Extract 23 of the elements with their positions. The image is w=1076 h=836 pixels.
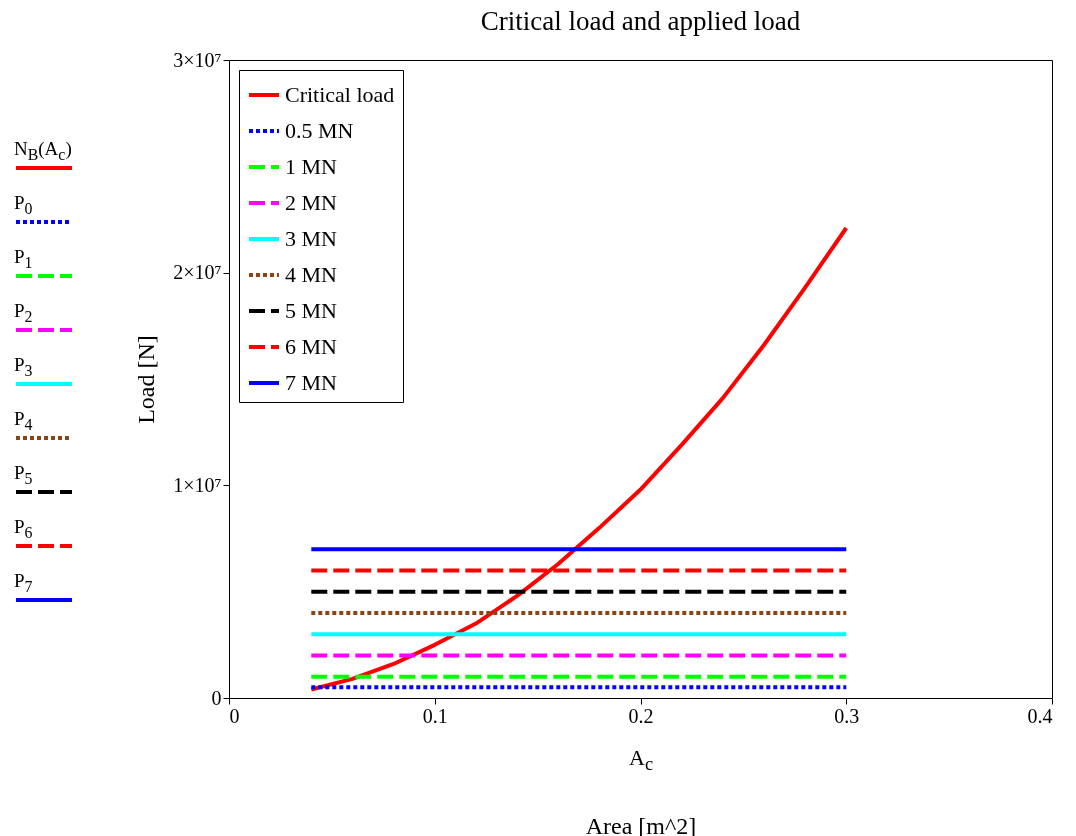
- legend-label: 4 MN: [285, 262, 338, 287]
- legend-label: 6 MN: [285, 334, 338, 359]
- legend-label: 5 MN: [285, 298, 338, 323]
- y-tick-label: 3×10⁷: [173, 48, 222, 71]
- y-axis-title: Load [N]: [133, 335, 160, 424]
- legend-label: 1 MN: [285, 154, 338, 179]
- legend-label: Critical load: [285, 82, 395, 107]
- legend-label: 2 MN: [285, 190, 338, 215]
- legend-label: 7 MN: [285, 370, 338, 395]
- chart-title: Critical load and applied load: [480, 6, 801, 36]
- x-tick-label: 0.1: [422, 704, 448, 727]
- text: A$_{c}$: [629, 745, 654, 776]
- y-tick-label: 2×10⁷: [173, 261, 222, 284]
- x-tick-label: 0.2: [628, 704, 654, 727]
- legend-label: 3 MN: [285, 226, 338, 251]
- x-axis-title: Area [m^2]: [585, 812, 697, 836]
- x-tick-label: 0.3: [834, 704, 860, 727]
- y-tick-label: 1×10⁷: [173, 473, 222, 496]
- variable-key: N$_{B}$(A$_{c}$) P$_{0}$ P$_{1}$ P$_{2}$ P$_{3}$ P$_{4}$ P$_{5}$ P$_{6}$ P$_{7}$: [14, 138, 104, 624]
- y-tick-label: 0: [211, 686, 222, 709]
- legend-label: 0.5 MN: [285, 118, 354, 143]
- x-tick-label: 0: [229, 704, 240, 727]
- x-tick-label: 0.4: [1027, 704, 1053, 727]
